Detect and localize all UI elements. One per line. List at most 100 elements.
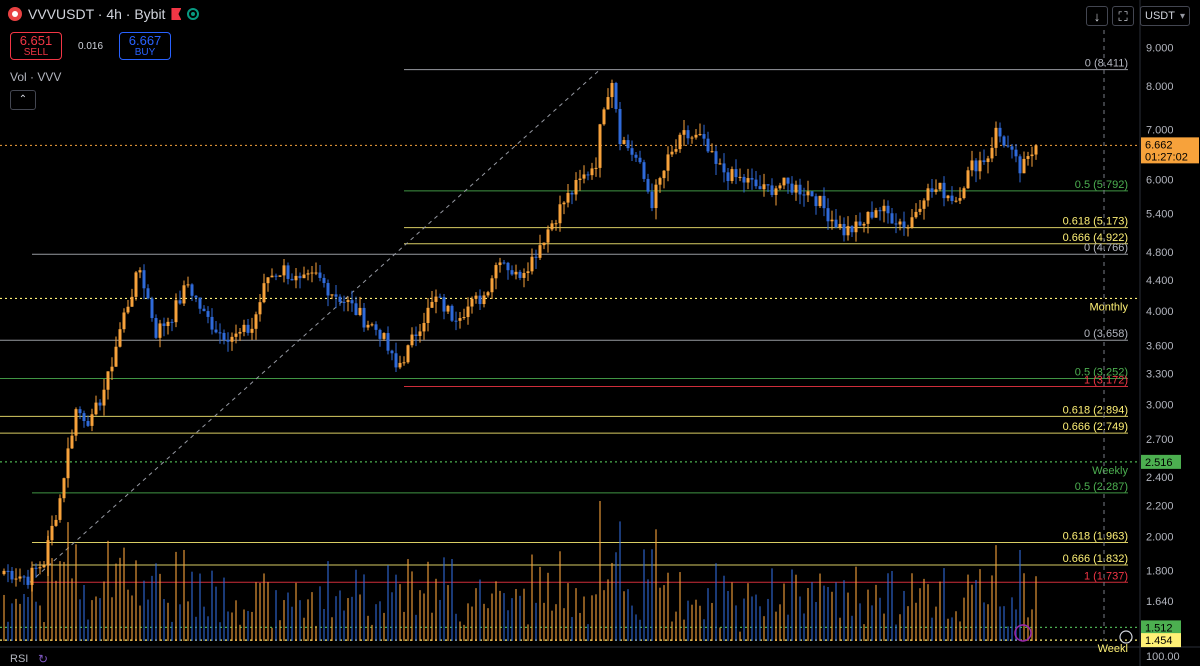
- fullscreen-button[interactable]: ⛶: [1112, 6, 1134, 26]
- price-axis-tick: 1.640: [1146, 596, 1174, 608]
- volume-bar: [175, 551, 177, 641]
- candle-body: [226, 339, 230, 342]
- volume-bar: [463, 624, 465, 641]
- candle-body: [606, 97, 610, 110]
- candle-body: [174, 300, 178, 323]
- volume-bar: [275, 590, 277, 641]
- volume-bar: [995, 545, 997, 641]
- rsi-label[interactable]: RSI: [10, 653, 29, 665]
- candle-body: [1014, 149, 1018, 157]
- volume-bar: [155, 563, 157, 641]
- volume-bar: [71, 578, 73, 641]
- candle-body: [14, 578, 18, 580]
- volume-bar: [579, 612, 581, 641]
- volume-bar: [255, 582, 257, 641]
- candle-body: [158, 323, 162, 338]
- volume-bar: [631, 605, 633, 641]
- volume-bar: [267, 581, 269, 641]
- candle-body: [78, 409, 82, 414]
- candle-body: [902, 221, 906, 228]
- volume-bar: [695, 599, 697, 641]
- candle-body: [458, 318, 462, 321]
- candle-body: [702, 134, 706, 139]
- symbol-title[interactable]: VVVUSDT · 4h · Bybit: [28, 6, 166, 22]
- trade-panel: 6.651 SELL 0.016 6.667 BUY: [10, 32, 172, 60]
- candle-body: [582, 174, 586, 179]
- volume-bar: [327, 561, 329, 641]
- volume-bar: [527, 624, 529, 641]
- candle-body: [490, 278, 494, 293]
- collapse-indicators-button[interactable]: ⌃: [10, 90, 36, 110]
- candle-body: [114, 346, 118, 367]
- fib-level-label: 0.666 (1.832): [1063, 553, 1128, 565]
- candle-body: [38, 567, 42, 569]
- candle-body: [778, 185, 782, 189]
- volume-bar: [3, 594, 5, 641]
- volume-bar: [635, 614, 637, 641]
- candle-body: [930, 188, 934, 192]
- volume-bar: [679, 572, 681, 641]
- price-axis-tick: 3.300: [1146, 369, 1174, 381]
- candle-body: [382, 333, 386, 339]
- volume-bar: [967, 574, 969, 641]
- exchange-logo-icon: [8, 7, 22, 21]
- candle-body: [698, 134, 702, 136]
- volume-bar: [243, 609, 245, 641]
- candle-body: [1006, 145, 1010, 147]
- candle-body: [750, 178, 754, 180]
- volume-bar: [319, 586, 321, 641]
- volume-bar: [67, 522, 69, 641]
- flag-icon[interactable]: [171, 8, 182, 20]
- volume-bar: [1019, 549, 1021, 641]
- buy-price: 6.667: [128, 33, 162, 48]
- volume-bar: [947, 618, 949, 641]
- volume-bar: [595, 594, 597, 641]
- refresh-icon[interactable]: ↻: [37, 652, 49, 666]
- candle-body: [914, 211, 918, 218]
- candle-body: [254, 314, 258, 329]
- volume-bar: [219, 622, 221, 641]
- add-indicator-icon: [1119, 630, 1133, 644]
- candle-body: [734, 169, 738, 178]
- download-button[interactable]: ↓: [1086, 6, 1108, 26]
- support-marker-label: Monthly: [1089, 301, 1128, 313]
- market-status-icon: [187, 8, 200, 20]
- candle-body: [438, 296, 442, 298]
- sell-button[interactable]: 6.651 SELL: [10, 32, 62, 60]
- volume-bar: [227, 611, 229, 641]
- candle-body: [630, 148, 634, 155]
- volume-bar: [795, 574, 797, 641]
- volume-indicator-label[interactable]: Vol · VVV: [10, 70, 62, 84]
- currency-select[interactable]: USDT: [1140, 6, 1190, 26]
- candle-body: [546, 229, 550, 243]
- candle-body: [850, 226, 854, 233]
- candle-body: [922, 200, 926, 209]
- buy-button[interactable]: 6.667 BUY: [119, 32, 172, 60]
- volume-bar: [35, 601, 37, 641]
- volume-bar: [363, 574, 365, 641]
- volume-bar: [179, 604, 181, 641]
- volume-bar: [203, 606, 205, 641]
- candle-body: [506, 262, 510, 271]
- candle-body: [446, 305, 450, 312]
- volume-bar: [991, 575, 993, 641]
- volume-bar: [611, 562, 613, 641]
- candle-body: [958, 198, 962, 201]
- volume-bar: [571, 617, 573, 641]
- volume-bar: [159, 573, 161, 641]
- volume-bar: [923, 578, 925, 641]
- volume-bar: [187, 601, 189, 641]
- volume-bar: [211, 570, 213, 641]
- volume-bar: [791, 569, 793, 641]
- candle-body: [366, 324, 370, 328]
- volume-bar: [291, 606, 293, 641]
- fib-level-label: 0.618 (1.963): [1063, 531, 1128, 543]
- volume-bar: [91, 600, 93, 641]
- volume-bar: [835, 582, 837, 641]
- candle-body: [474, 295, 478, 299]
- volume-bar: [183, 549, 185, 641]
- volume-bar: [331, 617, 333, 641]
- volume-bar: [683, 619, 685, 641]
- candle-body: [418, 331, 422, 337]
